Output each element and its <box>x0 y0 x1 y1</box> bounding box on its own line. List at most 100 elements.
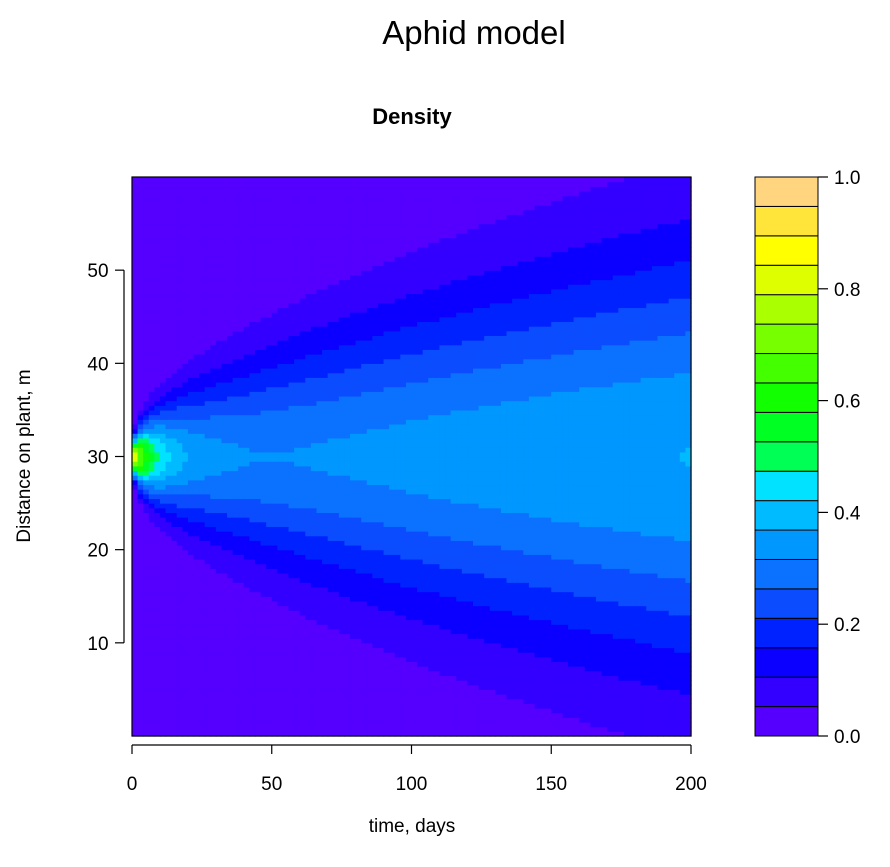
heatmap-cell <box>288 265 295 271</box>
heatmap-cell <box>294 214 301 220</box>
heatmap-cell <box>148 619 155 625</box>
heatmap-cell <box>344 181 351 187</box>
heatmap-cell <box>221 717 228 723</box>
heatmap-cell <box>271 354 278 360</box>
heatmap-cell <box>282 698 290 704</box>
heatmap-cell <box>299 545 306 551</box>
heatmap-cell <box>260 391 267 397</box>
heatmap-cell <box>294 619 301 625</box>
heatmap-cell <box>350 545 357 551</box>
heatmap-cell <box>316 428 323 434</box>
heatmap-cell <box>182 722 189 728</box>
heatmap-cell <box>260 600 267 607</box>
heatmap-cell <box>350 470 357 476</box>
heatmap-cell <box>361 656 368 663</box>
heatmap-cell <box>288 503 295 509</box>
heatmap-cell <box>210 419 217 425</box>
heatmap-cell <box>249 493 256 500</box>
heatmap-cell <box>238 684 245 691</box>
heatmap-cell <box>132 349 139 355</box>
heatmap-cell <box>137 181 144 187</box>
heatmap-cell <box>327 610 334 616</box>
heatmap-cell <box>344 731 351 737</box>
heatmap-cell <box>204 731 211 737</box>
heatmap-cell <box>171 391 178 397</box>
heatmap-cell <box>288 624 295 630</box>
heatmap-cell <box>171 330 178 336</box>
heatmap-cell <box>176 540 183 546</box>
heatmap-cell <box>277 503 284 509</box>
heatmap-cell <box>176 656 183 663</box>
heatmap-cell <box>176 694 183 700</box>
heatmap-cell <box>232 628 239 635</box>
heatmap-cell <box>137 260 144 267</box>
heatmap-cell <box>327 545 334 551</box>
heatmap-cell <box>210 507 217 513</box>
heatmap-cell <box>316 186 323 192</box>
heatmap-cell <box>171 558 178 565</box>
heatmap-cell <box>305 270 312 276</box>
heatmap-cell <box>361 433 368 439</box>
heatmap-cell <box>305 596 312 602</box>
heatmap-cell <box>355 246 362 253</box>
heatmap-cell <box>310 470 318 476</box>
heatmap-cell <box>355 680 362 686</box>
heatmap-cell <box>159 274 167 281</box>
heatmap-cell <box>294 652 301 658</box>
heatmap-cell <box>310 419 318 425</box>
heatmap-cell <box>171 708 178 714</box>
heatmap-cell <box>305 298 312 304</box>
heatmap-cell <box>182 214 189 220</box>
heatmap-cell <box>288 279 295 285</box>
heatmap-cell <box>199 647 206 653</box>
heatmap-cell <box>182 386 189 392</box>
heatmap-cell <box>271 535 278 541</box>
heatmap-cell <box>137 256 144 262</box>
heatmap-cell <box>305 321 312 327</box>
heatmap-cell <box>143 237 150 243</box>
heatmap-cell <box>215 265 223 271</box>
heatmap-cell <box>210 461 217 467</box>
heatmap-cell <box>299 381 306 388</box>
heatmap-cell <box>260 708 267 714</box>
heatmap-cell <box>350 680 357 686</box>
heatmap-cell <box>227 340 234 346</box>
heatmap-cell <box>165 675 172 681</box>
heatmap-cell <box>215 605 223 611</box>
heatmap-cell <box>176 670 183 677</box>
heatmap-cell <box>204 428 211 434</box>
heatmap-cell <box>350 624 357 630</box>
heatmap-cell <box>199 680 206 686</box>
heatmap-cell <box>193 628 200 635</box>
heatmap-cell <box>154 414 161 420</box>
heatmap-cell <box>204 568 211 574</box>
heatmap-cell <box>232 484 239 490</box>
heatmap-cell <box>266 316 273 323</box>
heatmap-cell <box>254 279 262 285</box>
heatmap-cell <box>154 321 161 327</box>
heatmap-cell <box>277 251 284 257</box>
heatmap-cell <box>310 661 318 667</box>
heatmap-cell <box>243 358 250 364</box>
heatmap-cell <box>238 428 245 434</box>
heatmap-cell <box>187 428 195 434</box>
heatmap-cell <box>322 470 329 476</box>
heatmap-cell <box>316 200 323 206</box>
heatmap-cell <box>171 354 178 360</box>
heatmap-cell <box>243 647 250 653</box>
heatmap-cell <box>344 232 351 239</box>
heatmap-cell <box>232 307 239 313</box>
heatmap-cell <box>171 563 178 569</box>
heatmap-cell <box>260 228 267 234</box>
heatmap-cell <box>277 177 284 183</box>
heatmap-cell <box>344 642 351 649</box>
heatmap-cell <box>215 200 223 206</box>
heatmap-cell <box>171 260 178 267</box>
heatmap-cell <box>271 218 278 225</box>
heatmap-cell <box>310 200 318 206</box>
heatmap-cell <box>316 600 323 607</box>
heatmap-cell <box>232 312 239 318</box>
heatmap-cell <box>305 340 312 346</box>
heatmap-cell <box>215 633 223 639</box>
heatmap-cell <box>165 256 172 262</box>
